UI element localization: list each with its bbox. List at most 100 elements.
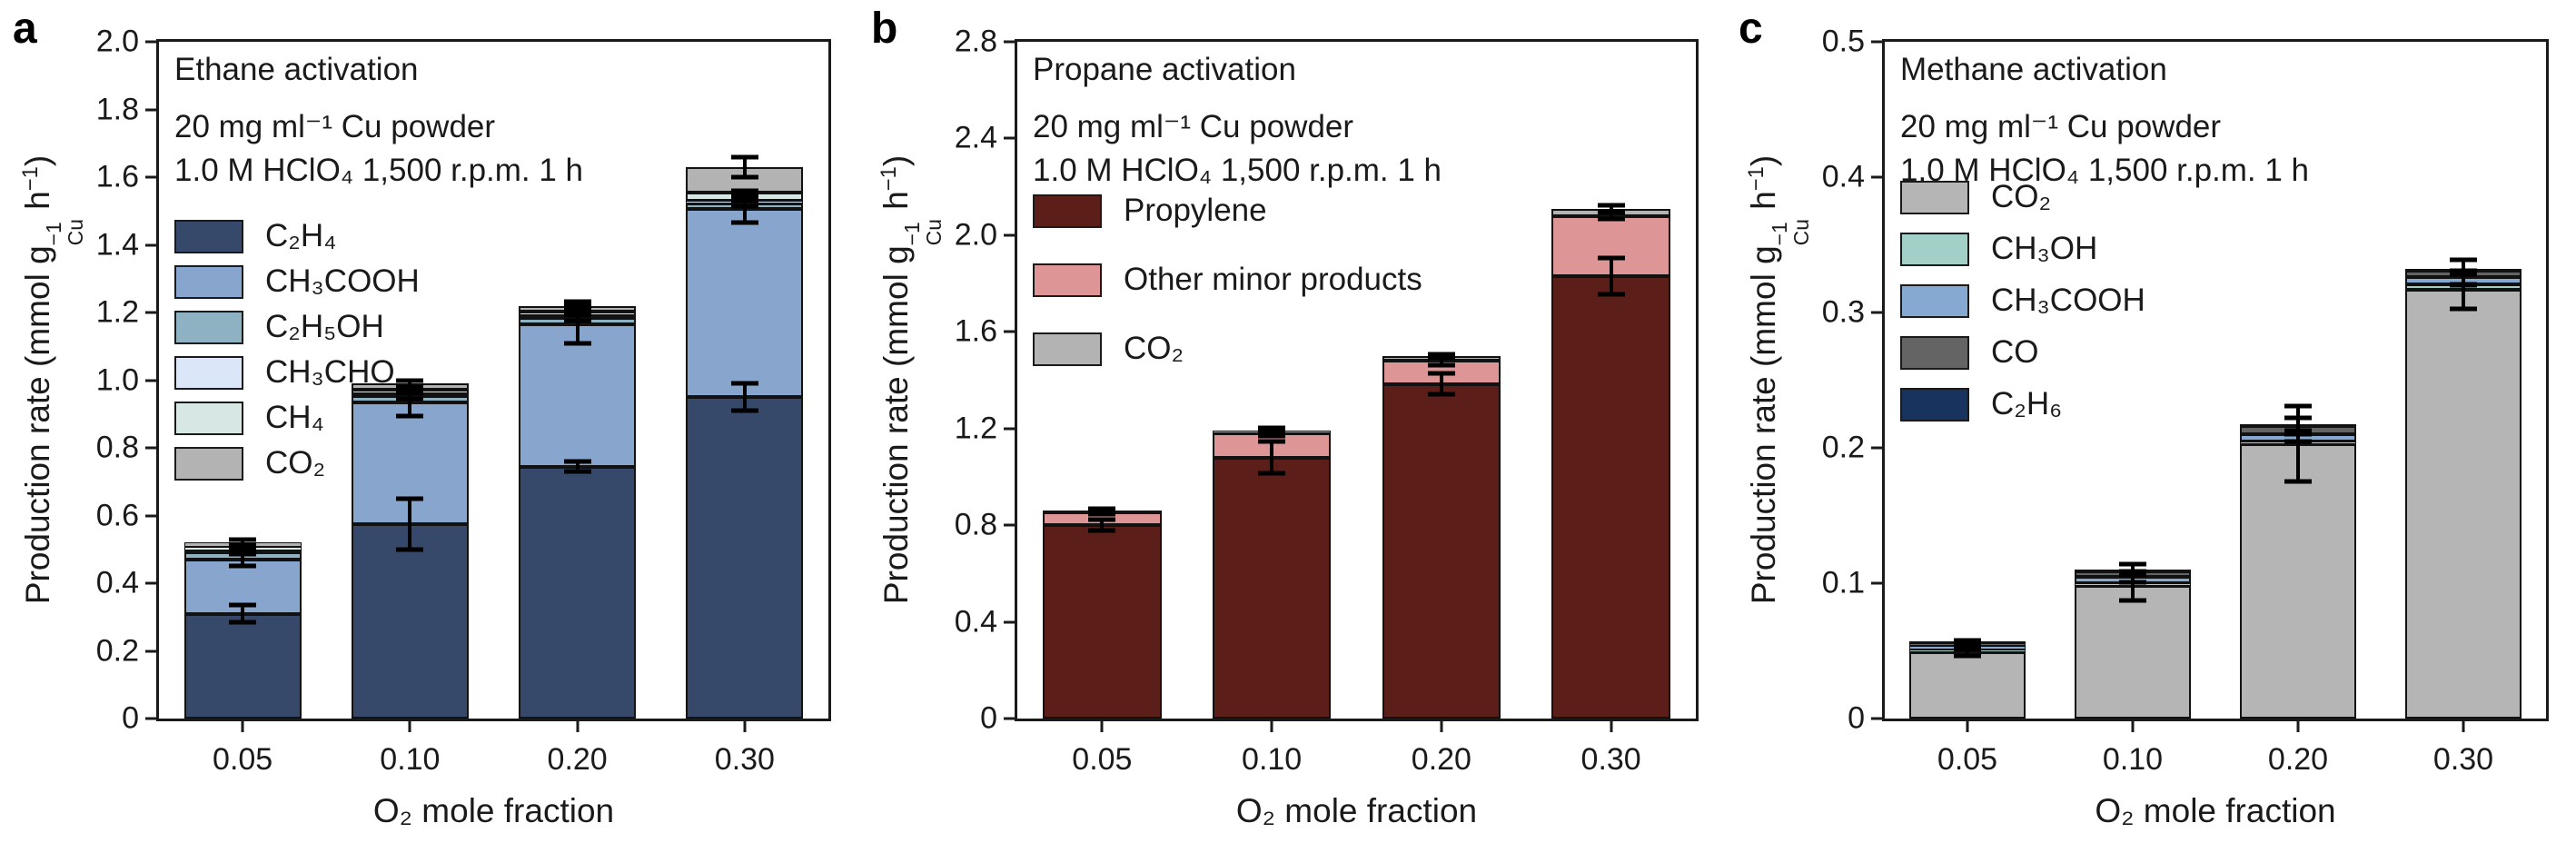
error-bar (2131, 573, 2135, 582)
y-axis-title: Production rate (mmol g −1 Cu h−1) (877, 154, 946, 605)
legend-label-ch4: CH₄ (265, 400, 324, 435)
y-tick (145, 717, 159, 720)
legend-item-co: CO (1900, 334, 2039, 371)
error-bar (241, 553, 245, 566)
legend-item-c2h4: C₂H₄ (174, 218, 336, 254)
error-bar (408, 393, 412, 399)
legend-label-co2: CO₂ (1124, 331, 1184, 366)
error-bar-cap-bottom (1597, 216, 1625, 222)
error-bar-cap-bottom (730, 195, 758, 201)
error-bar-cap-bottom (563, 312, 591, 317)
x-tick (743, 719, 747, 732)
error-bar-cap-bottom (563, 469, 591, 474)
error-bar-cap-bottom (1088, 528, 1116, 533)
error-bar-cap-bottom (1954, 653, 1981, 659)
error-bar-cap-bottom (396, 413, 424, 419)
x-tick (576, 719, 580, 732)
y-tick-label: 0 (122, 700, 139, 736)
panel-a: a Production rate (mmol g −1 Cu h−1) 0 0.2 0.4… (0, 0, 858, 843)
error-bar-cap-bottom (2284, 439, 2312, 444)
y-tick-label: 0.4 (95, 565, 139, 600)
x-tick-label: 0.10 (2102, 742, 2164, 777)
legend-item-co2: CO₂ (1900, 179, 2051, 215)
y-axis-title: Production rate (mmol g −1 Cu h−1) (19, 154, 87, 605)
y-tick (1871, 40, 1885, 44)
legend-item-co2: CO₂ (174, 445, 325, 481)
x-tick-label: 0.20 (1411, 742, 1471, 777)
legend-swatch-co2 (1900, 180, 1969, 214)
legend-item-ch3cooh: CH₃COOH (1900, 283, 2145, 319)
error-bar-cap-bottom (730, 220, 758, 225)
error-bar-cap-bottom (730, 174, 758, 180)
error-bar (575, 305, 580, 343)
x-tick-label: 0.05 (1937, 742, 1998, 777)
legend-item-other: Other minor products (1033, 262, 1422, 298)
y-tick-label: 1.0 (95, 362, 139, 397)
error-bar-cap-bottom (229, 551, 257, 557)
error-bar-cap-bottom (1258, 433, 1286, 439)
bar-segment-co2 (2405, 289, 2522, 719)
error-bar-cap-top (1258, 439, 1286, 444)
error-bar-cap-bottom (396, 547, 424, 552)
y-tick-label: 2.0 (95, 24, 139, 59)
error-bar (1966, 648, 1969, 657)
error-bar-cap-top (2450, 257, 2477, 263)
error-bar-cap-top (1427, 371, 1455, 376)
error-bar (1966, 640, 1969, 646)
bar-segment-ch3cooh (519, 324, 637, 467)
error-bar (575, 315, 580, 322)
y-tick (145, 650, 159, 652)
y-tick (1004, 427, 1017, 431)
y-tick (1004, 330, 1017, 333)
error-bar-cap-bottom (229, 542, 257, 548)
condition-line-1: 20 mg ml⁻¹ Cu powder (1900, 109, 2222, 144)
error-bar-cap-top (730, 381, 758, 386)
error-bar-cap-bottom (2284, 431, 2312, 437)
error-bar-cap-bottom (229, 563, 257, 569)
legend-item-ch3cooh: CH₃COOH (174, 263, 420, 300)
error-bar-cap-bottom (1427, 392, 1455, 397)
legend-label-c2h6: C₂H₆ (1991, 386, 2063, 422)
error-bar-cap-top (1088, 506, 1116, 511)
error-bar (1439, 356, 1443, 365)
plot-area: 0 0.4 0.8 1.2 1.6 2.0 2.4 2.8 0.05 0.10 0.20 0.30 (955, 25, 1699, 777)
error-bar-cap-top (1427, 352, 1455, 357)
y-tick-label: 0.8 (95, 430, 139, 465)
y-tick-label: 0.2 (95, 633, 139, 668)
error-bar-cap-top (1258, 425, 1286, 431)
x-tick (1270, 719, 1273, 732)
error-bar (1270, 428, 1274, 434)
y-tick (1871, 311, 1885, 314)
x-tick (2296, 719, 2300, 732)
y-tick-label: 0.2 (1821, 430, 1865, 465)
x-tick-label: 0.30 (1580, 742, 1641, 777)
y-tick (145, 379, 159, 382)
bar-segment-c2h4 (519, 466, 637, 719)
error-bar (1609, 213, 1613, 219)
error-bar (742, 191, 747, 198)
error-bar (1439, 372, 1443, 395)
error-bar (1100, 508, 1105, 513)
y-tick (1871, 581, 1885, 585)
bar-segment-propylene (1551, 276, 1670, 719)
plot-area: 0 0.1 0.2 0.3 0.4 0.5 0.05 0.10 0.20 0.30 (1822, 25, 2549, 777)
error-bar (408, 386, 412, 392)
error-bar-cap-bottom (1954, 643, 1981, 649)
x-tick (2462, 719, 2465, 732)
legend-item-ch3cho: CH₃CHO (174, 354, 395, 391)
error-bar (742, 200, 747, 206)
error-bar-cap-bottom (2119, 580, 2146, 584)
x-tick (408, 719, 411, 732)
panel-letter-c: c (1739, 5, 1763, 53)
error-bar (408, 380, 412, 387)
error-bar (2462, 270, 2465, 309)
error-bar (241, 550, 245, 555)
error-bar (1609, 258, 1613, 295)
error-bar-cap-top (396, 496, 424, 501)
y-tick (1004, 620, 1017, 624)
error-bar-cap-bottom (229, 546, 257, 551)
condition-line-1: 20 mg ml⁻¹ Cu powder (1033, 109, 1354, 144)
legend-item-c2h5oh: C₂H₅OH (174, 309, 384, 345)
error-bar-cap-top (2119, 561, 2146, 567)
